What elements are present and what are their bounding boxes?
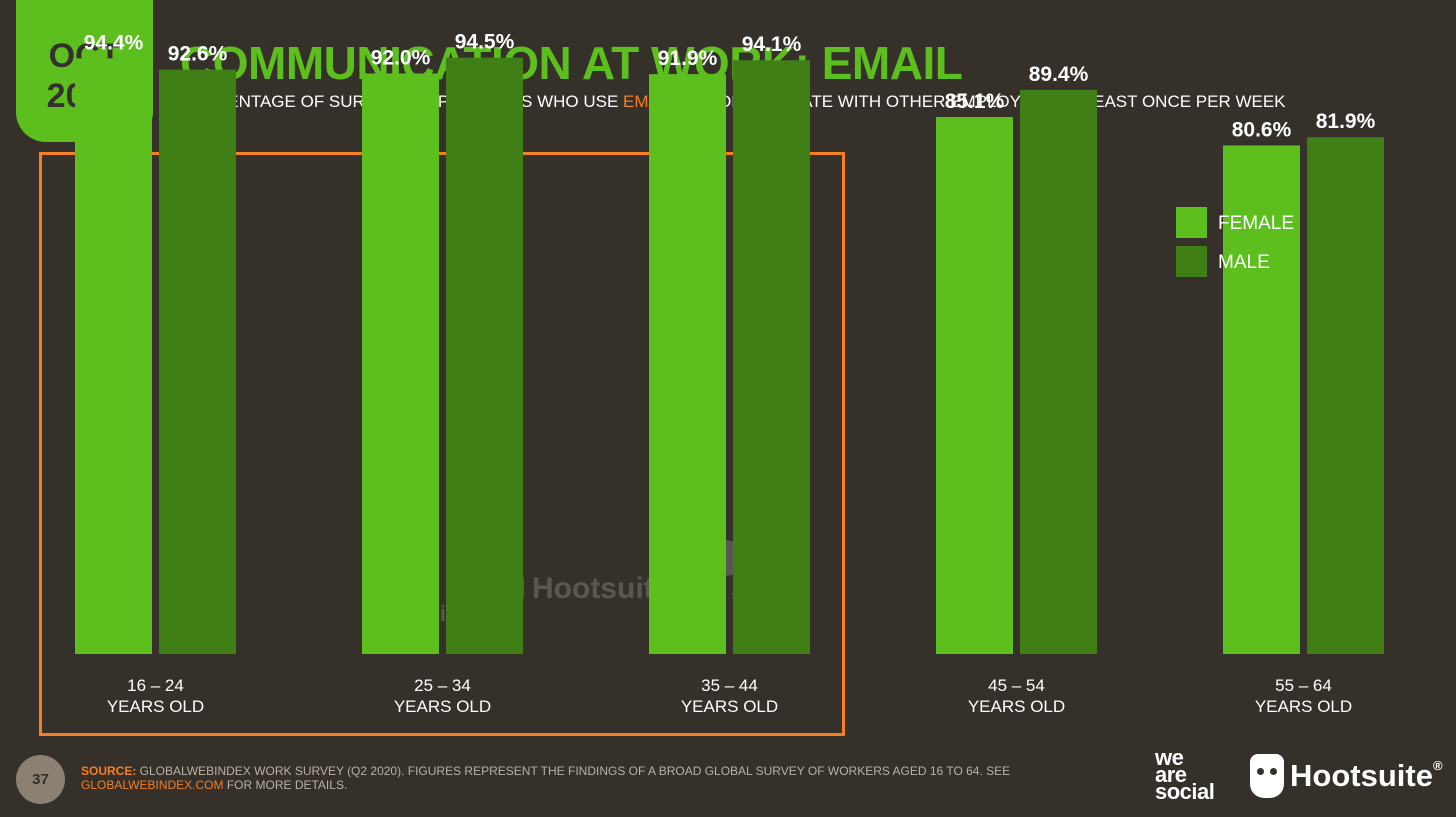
data-label-female-3: 85.1% <box>945 90 1005 113</box>
bar-male-3 <box>1020 89 1097 655</box>
bar-female-2 <box>649 74 726 654</box>
legend-swatch-female <box>1176 207 1207 238</box>
category-label-0: 16 – 24 <box>127 676 184 695</box>
bar-male-1 <box>446 57 523 654</box>
was-logo-line: we <box>1155 745 1184 770</box>
hootsuite-text: Hootsuite <box>1290 758 1433 793</box>
bar-female-4 <box>1223 145 1300 654</box>
source-note: SOURCE: GLOBALWEBINDEX WORK SURVEY (Q2 2… <box>81 764 1121 792</box>
bar-male-2 <box>733 60 810 654</box>
owl-icon <box>1250 754 1284 798</box>
was-logo-line: social <box>1155 779 1215 804</box>
category-label-2: 35 – 44 <box>701 676 758 695</box>
legend-label-female: FEMALE <box>1218 213 1295 234</box>
subtitle-text-end: TO COMMUNICATE WITH OTHER EMPLOYEES AT L… <box>673 92 1286 111</box>
highlight-box <box>39 152 845 736</box>
data-label-female-0: 94.4% <box>84 31 144 54</box>
legend-label-male: MALE <box>1218 252 1270 273</box>
data-label-female-2: 91.9% <box>658 47 718 70</box>
bar-male-0 <box>159 69 236 655</box>
source-text: GLOBALWEBINDEX WORK SURVEY (Q2 2020). FI… <box>136 764 1011 778</box>
page-number: 37 <box>16 755 65 804</box>
bar-female-0 <box>75 58 152 654</box>
category-label-1: YEARS OLD <box>394 697 491 716</box>
category-label-2: YEARS OLD <box>681 697 778 716</box>
category-label-4: YEARS OLD <box>1255 697 1352 716</box>
bar-male-4 <box>1307 137 1384 654</box>
page-title: COMMUNICATION AT WORK: EMAIL <box>180 37 963 89</box>
data-label-male-0: 92.6% <box>168 43 228 66</box>
hootsuite-wordmark: Hootsuite® <box>1290 758 1443 794</box>
data-label-male-4: 81.9% <box>1316 110 1376 133</box>
category-label-3: YEARS OLD <box>968 697 1065 716</box>
data-label-male-2: 94.1% <box>742 33 802 56</box>
data-label-female-1: 92.0% <box>371 46 431 69</box>
bar-female-1 <box>362 73 439 655</box>
data-label-male-3: 89.4% <box>1029 63 1089 86</box>
category-label-1: 25 – 34 <box>414 676 471 695</box>
bar-female-3 <box>936 117 1013 655</box>
data-label-female-4: 80.6% <box>1232 118 1292 141</box>
source-link[interactable]: GLOBALWEBINDEX.COM <box>81 778 224 792</box>
source-label: SOURCE: <box>81 764 137 778</box>
category-label-0: YEARS OLD <box>107 697 204 716</box>
data-label-male-1: 94.5% <box>455 31 515 54</box>
category-label-4: 55 – 64 <box>1275 676 1332 695</box>
source-text-end: FOR MORE DETAILS. <box>223 778 348 792</box>
legend-swatch-male <box>1176 246 1207 277</box>
hootsuite-mark: ® <box>1432 758 1443 773</box>
was-logo-line: are <box>1155 762 1187 787</box>
category-label-3: 45 – 54 <box>988 676 1045 695</box>
watermark-hootsuite-text: Hootsuite <box>532 572 671 605</box>
we-are-social-logo: we are social <box>1155 745 1215 804</box>
